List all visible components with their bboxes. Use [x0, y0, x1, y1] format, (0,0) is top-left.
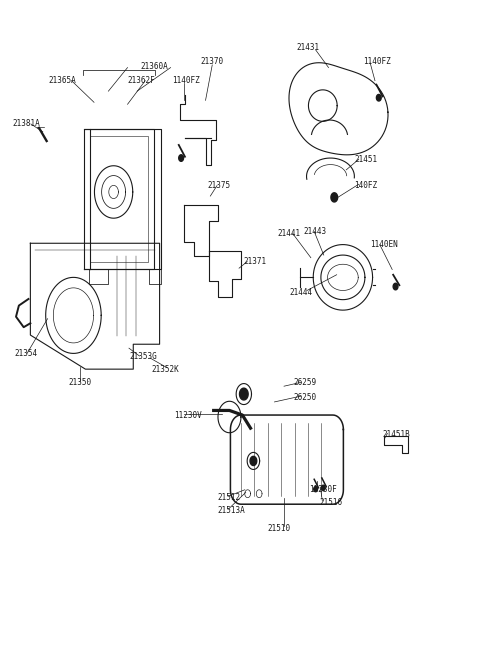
Text: 1140FZ: 1140FZ [363, 57, 391, 66]
Polygon shape [393, 283, 398, 290]
Text: 11230V: 11230V [174, 411, 202, 420]
Text: 21362F: 21362F [128, 76, 155, 85]
Text: 21381A: 21381A [12, 120, 40, 129]
Text: 21350: 21350 [68, 378, 91, 387]
Text: 21431: 21431 [297, 43, 320, 53]
Text: 21512: 21512 [217, 493, 240, 502]
Text: 21444: 21444 [290, 288, 313, 297]
Text: 26259: 26259 [294, 378, 317, 387]
Text: 1140EN: 1140EN [370, 240, 398, 249]
Text: 21353G: 21353G [129, 351, 156, 361]
Polygon shape [376, 95, 381, 101]
Text: 21516: 21516 [319, 498, 342, 507]
Polygon shape [250, 457, 257, 466]
Polygon shape [179, 155, 183, 162]
Text: 21352K: 21352K [152, 365, 179, 374]
Text: 26250: 26250 [294, 393, 317, 402]
Text: 1140FZ: 1140FZ [172, 76, 200, 85]
Text: 21371: 21371 [244, 257, 267, 266]
Polygon shape [331, 193, 337, 202]
Text: 21451B: 21451B [383, 430, 410, 440]
Text: 21451: 21451 [355, 155, 378, 164]
Polygon shape [240, 388, 248, 400]
Text: 21370: 21370 [201, 57, 224, 66]
Text: 21360A: 21360A [140, 62, 168, 71]
Text: 21354: 21354 [14, 349, 37, 358]
Polygon shape [322, 485, 325, 490]
Text: 21375: 21375 [207, 181, 230, 190]
Text: 11230F: 11230F [310, 485, 337, 493]
Text: 21365A: 21365A [48, 76, 76, 85]
Text: 21441: 21441 [277, 229, 300, 238]
Text: 21513A: 21513A [217, 507, 245, 515]
Text: 21443: 21443 [303, 227, 326, 236]
Text: 21510: 21510 [268, 524, 291, 533]
Polygon shape [314, 486, 318, 491]
Text: 140FZ: 140FZ [354, 181, 377, 190]
